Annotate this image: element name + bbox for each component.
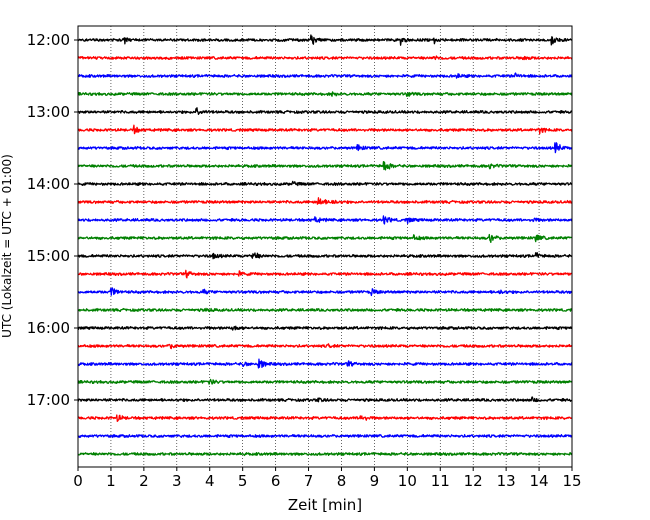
x-tick-label: 4	[205, 472, 215, 490]
trace-1215	[77, 72, 573, 79]
x-tick-label: 14	[530, 472, 549, 490]
trace-1415	[77, 215, 573, 225]
y-tick-label: 14:00	[27, 175, 70, 193]
x-tick-label: 2	[139, 472, 149, 490]
trace-1400	[77, 197, 573, 205]
y-tick-label: 12:00	[27, 31, 70, 49]
trace-1500	[77, 269, 573, 279]
x-tick-label: 0	[73, 472, 83, 490]
trace-1515	[77, 287, 573, 297]
trace-1300	[77, 124, 573, 135]
trace-1200	[77, 55, 573, 61]
trace-1445	[77, 252, 573, 260]
trace-1245	[77, 107, 573, 115]
trace-1600	[77, 343, 573, 350]
x-tick-label: 1	[106, 472, 116, 490]
x-tick-label: 5	[238, 472, 248, 490]
x-tick-label: 12	[464, 472, 483, 490]
plot-frame	[77, 25, 573, 468]
seismogram-traces	[77, 34, 573, 457]
y-tick-label: 13:00	[27, 103, 70, 121]
trace-1730	[77, 451, 573, 457]
trace-1230	[77, 91, 573, 97]
trace-1530	[77, 307, 573, 313]
x-tick-label: 15	[562, 472, 581, 490]
x-axis-label: Zeit [min]	[288, 496, 362, 514]
trace-1345	[77, 180, 573, 187]
trace-1645	[77, 396, 573, 403]
trace-1715	[77, 433, 573, 439]
x-tick-label: 13	[497, 472, 516, 490]
x-tick-label: 7	[304, 472, 314, 490]
trace-1615	[77, 358, 573, 369]
trace-1330	[77, 161, 573, 171]
trace-1545	[77, 325, 573, 331]
x-tick-label: 11	[431, 472, 450, 490]
trace-1315	[77, 142, 573, 154]
x-tick-label: 6	[271, 472, 281, 490]
y-tick-label: 16:00	[27, 319, 70, 337]
x-tick-label: 10	[398, 472, 417, 490]
y-axis-label: UTC (Lokalzeit = UTC + 01:00)	[0, 154, 14, 338]
y-tick-label: 15:00	[27, 247, 70, 265]
trace-1145	[77, 34, 573, 46]
x-tick-label: 8	[337, 472, 347, 490]
trace-1430	[77, 233, 573, 244]
trace-1630	[77, 378, 573, 385]
x-tick-label: 9	[370, 472, 380, 490]
trace-1700	[77, 414, 573, 423]
x-tick-label: 3	[172, 472, 182, 490]
y-tick-label: 17:00	[27, 391, 70, 409]
axis-ticks: 0 1 2 3 4 5 6 7 8 9 10 11 12 13 14 1512:0013:0014:0015:…	[27, 31, 582, 490]
